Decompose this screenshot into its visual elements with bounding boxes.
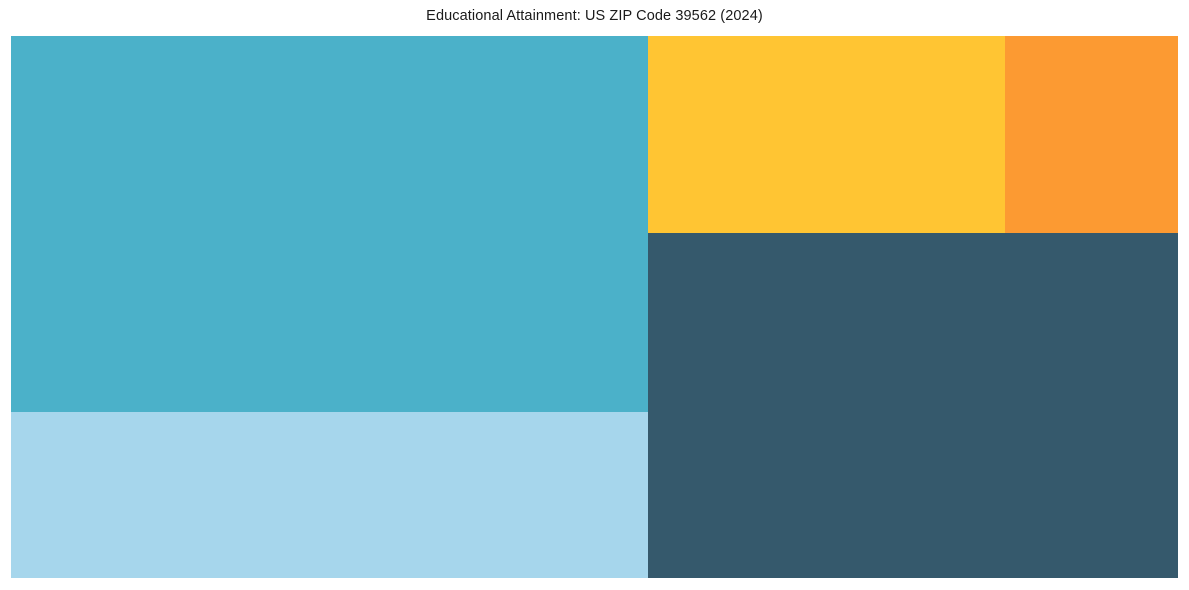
treemap-tile-2[interactable] [11,412,648,578]
treemap-plot-area [11,36,1178,578]
treemap-tile-5[interactable] [648,233,1178,578]
treemap-tile-4[interactable] [1005,36,1178,233]
chart-title: Educational Attainment: US ZIP Code 3956… [426,8,763,24]
treemap-tile-3[interactable] [648,36,1005,233]
treemap-tile-1[interactable] [11,36,648,412]
